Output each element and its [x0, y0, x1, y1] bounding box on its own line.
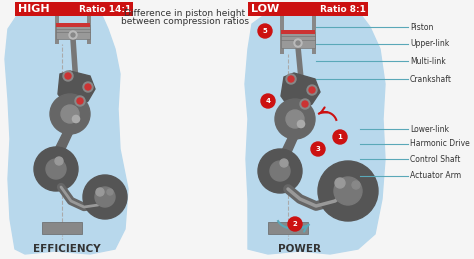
- Circle shape: [258, 149, 302, 193]
- Circle shape: [261, 94, 275, 108]
- Circle shape: [302, 101, 308, 107]
- FancyBboxPatch shape: [280, 16, 284, 54]
- Circle shape: [65, 73, 71, 79]
- Polygon shape: [58, 71, 95, 107]
- Circle shape: [83, 175, 127, 219]
- Text: Ratio 8:1: Ratio 8:1: [320, 4, 366, 13]
- Circle shape: [107, 189, 113, 195]
- Circle shape: [297, 120, 305, 128]
- Polygon shape: [277, 134, 297, 166]
- Circle shape: [307, 85, 317, 95]
- Circle shape: [286, 74, 296, 84]
- Circle shape: [77, 98, 83, 104]
- Circle shape: [63, 71, 73, 81]
- Circle shape: [352, 181, 360, 189]
- Circle shape: [309, 87, 315, 93]
- Text: Multi-link: Multi-link: [410, 56, 446, 66]
- Circle shape: [286, 110, 304, 128]
- Circle shape: [335, 178, 345, 188]
- FancyBboxPatch shape: [281, 30, 315, 34]
- Circle shape: [288, 217, 302, 231]
- Circle shape: [280, 159, 288, 167]
- Circle shape: [270, 161, 290, 181]
- Circle shape: [333, 130, 347, 144]
- Circle shape: [55, 157, 63, 165]
- Circle shape: [73, 116, 80, 123]
- Circle shape: [294, 39, 302, 47]
- Text: 2: 2: [292, 221, 297, 227]
- FancyBboxPatch shape: [268, 222, 308, 234]
- FancyBboxPatch shape: [56, 25, 90, 39]
- Circle shape: [318, 161, 378, 221]
- Circle shape: [61, 105, 79, 123]
- Text: Actuator Arm: Actuator Arm: [410, 171, 461, 181]
- Circle shape: [296, 41, 300, 45]
- Circle shape: [275, 99, 315, 139]
- Text: EFFICIENCY: EFFICIENCY: [33, 244, 101, 254]
- Text: 4: 4: [265, 98, 271, 104]
- FancyBboxPatch shape: [42, 222, 82, 234]
- Text: 3: 3: [316, 146, 320, 152]
- Polygon shape: [50, 129, 72, 164]
- Text: Crankshaft: Crankshaft: [410, 75, 452, 83]
- Circle shape: [95, 187, 115, 207]
- Text: Difference in piston height: Difference in piston height: [125, 9, 246, 18]
- Circle shape: [311, 142, 325, 156]
- FancyBboxPatch shape: [55, 16, 59, 44]
- Circle shape: [46, 159, 66, 179]
- FancyBboxPatch shape: [56, 23, 90, 27]
- Circle shape: [34, 147, 78, 191]
- FancyBboxPatch shape: [15, 2, 133, 16]
- Text: Upper-link: Upper-link: [410, 40, 449, 48]
- Text: Control Shaft: Control Shaft: [410, 155, 460, 163]
- Text: Lower-link: Lower-link: [410, 125, 449, 133]
- Polygon shape: [245, 7, 385, 254]
- Circle shape: [288, 76, 294, 82]
- Circle shape: [69, 31, 77, 39]
- Text: Piston: Piston: [410, 23, 433, 32]
- Text: 5: 5: [263, 28, 267, 34]
- Circle shape: [50, 94, 90, 134]
- Circle shape: [71, 33, 75, 37]
- FancyBboxPatch shape: [248, 2, 368, 16]
- Text: POWER: POWER: [279, 244, 321, 254]
- FancyBboxPatch shape: [312, 16, 316, 54]
- FancyBboxPatch shape: [281, 32, 315, 48]
- Text: HIGH: HIGH: [18, 4, 50, 14]
- Circle shape: [85, 84, 91, 90]
- Circle shape: [258, 24, 272, 38]
- Circle shape: [75, 96, 85, 106]
- Text: Ratio 14:1: Ratio 14:1: [79, 4, 131, 13]
- Circle shape: [83, 82, 93, 92]
- Circle shape: [96, 188, 104, 196]
- Text: between compression ratios: between compression ratios: [121, 17, 249, 25]
- Circle shape: [300, 99, 310, 109]
- Text: Harmonic Drive: Harmonic Drive: [410, 140, 470, 148]
- Text: LOW: LOW: [251, 4, 279, 14]
- Text: 1: 1: [337, 134, 342, 140]
- Circle shape: [334, 177, 362, 205]
- Polygon shape: [281, 73, 320, 109]
- FancyBboxPatch shape: [87, 16, 91, 44]
- Polygon shape: [5, 7, 128, 254]
